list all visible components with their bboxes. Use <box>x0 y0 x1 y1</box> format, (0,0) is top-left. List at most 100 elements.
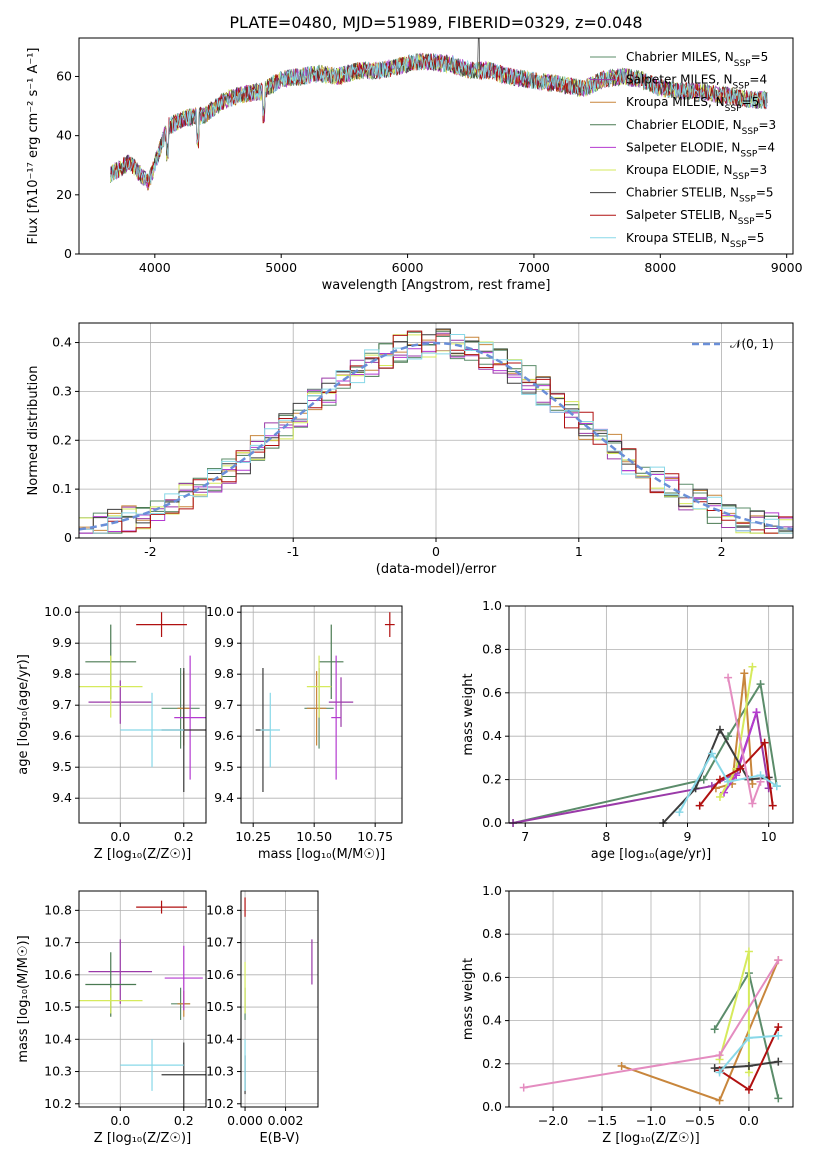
y-tick-label: 10.7 <box>44 935 72 950</box>
legend-subscript: SSP <box>734 59 751 69</box>
y-tick-label: 1.0 <box>482 598 502 613</box>
y-tick-label: 10.6 <box>206 967 234 982</box>
x-tick-label: -1 <box>287 544 299 559</box>
y-tick-label: 9.6 <box>52 728 72 743</box>
x-tick-label: 7000 <box>518 260 550 275</box>
legend-label: Kroupa STELIB, NSSP=5 <box>626 231 764 250</box>
x-tick-label: 7 <box>521 829 529 844</box>
x-tick-label: −2.0 <box>538 1113 568 1128</box>
y-tick-label: 9.4 <box>52 790 72 805</box>
x-tick-label: 0.0 <box>739 1113 759 1128</box>
y-tick-label: 0.4 <box>52 335 72 350</box>
age_vs_Z-panel: 0.0 0.2 9.4 9.5 9.6 9.7 9.8 9.9 10.0 Z [log₁₀(Z/Z… <box>16 604 207 862</box>
y-tick-label: 10.8 <box>44 902 72 917</box>
x-tick-label: 8000 <box>644 260 676 275</box>
y-tick-label: 10.0 <box>206 604 234 619</box>
legend-subscript: SSP <box>738 217 755 227</box>
y-tick-label: 0.8 <box>482 641 502 656</box>
y-tick-label: 0.2 <box>482 772 502 787</box>
y-tick-label: 10.3 <box>44 1064 72 1079</box>
massweight_vs_age-panel: 7 8 9 10 0.0 0.2 0.4 0.6 0.8 1.0 age [log₁₀(age/yr… <box>461 598 794 862</box>
spectrum-panel: 4000 5000 6000 7000 8000 9000 0 20 40 60 wavelengt… <box>26 37 803 293</box>
y-tick-label: 10.5 <box>206 999 234 1014</box>
legend-count: =3 <box>749 163 767 177</box>
legend-subscript: SSP <box>742 127 759 137</box>
legend-count: =5 <box>742 95 760 109</box>
y-tick-label: 0 <box>64 530 72 545</box>
x-tick-label: 10 <box>761 829 777 844</box>
axes-frame <box>508 605 794 824</box>
x-tick-label: 0.000 <box>227 1113 263 1128</box>
x-tick-label: 10.25 <box>235 829 271 844</box>
y-tick-label: 0.6 <box>482 969 502 984</box>
axes-frame <box>78 890 207 1108</box>
legend-label: Chabrier ELODIE, NSSP=3 <box>626 118 776 137</box>
y-axis-label: mass weight <box>461 958 476 1040</box>
x-tick-label: 9 <box>684 829 692 844</box>
x-tick-label: −1.5 <box>587 1113 617 1128</box>
y-tick-label: 0.2 <box>52 432 72 447</box>
x-tick-label: 0.0 <box>110 829 130 844</box>
y-tick-label: 0.4 <box>482 728 502 743</box>
y-tick-label: 0.6 <box>482 685 502 700</box>
mass_vs_Z-panel: 0.0 0.2 10.2 10.3 10.4 10.5 10.6 10.7 10.8 Z [log… <box>16 890 207 1146</box>
legend-count: =4 <box>757 140 775 154</box>
axes-frame <box>78 37 794 255</box>
axes-frame <box>508 890 794 1108</box>
y-tick-label: 0 <box>64 246 72 261</box>
y-tick-label: 0.1 <box>52 481 72 496</box>
x-axis-label: age [log₁₀(age/yr)] <box>591 847 712 862</box>
x-tick-label: 9000 <box>771 260 803 275</box>
legend-label: Salpeter ELODIE, NSSP=4 <box>626 140 775 159</box>
x-tick-label: −1.0 <box>636 1113 666 1128</box>
x-tick-label: 2 <box>718 544 726 559</box>
legend-count: =5 <box>755 208 773 222</box>
x-tick-label: 0.2 <box>174 1113 194 1128</box>
spectrum-line <box>110 53 768 187</box>
y-tick-label: 0.4 <box>482 1013 502 1028</box>
y-tick-label: 9.9 <box>214 635 234 650</box>
x-axis-label: mass [log₁₀(M/M☉)] <box>258 847 385 862</box>
legend-subscript: SSP <box>739 195 756 205</box>
massweight_vs_Z-panel: −2.0 −1.5 −1.0 −0.5 0.0 0.0 0.2 0.4 0.6 0.8 1.0 Z [… <box>461 883 794 1146</box>
axes-frame <box>240 605 403 824</box>
y-tick-label: 10.6 <box>44 967 72 982</box>
x-tick-label: 0.2 <box>174 829 194 844</box>
legend-count: =4 <box>749 73 767 87</box>
x-tick-label: 6000 <box>392 260 424 275</box>
x-axis-label: (data-model)/error <box>376 562 497 577</box>
y-tick-label: 10.2 <box>206 1096 234 1111</box>
y-axis-label: Flux [fλ10⁻¹⁷ erg cm⁻² s⁻¹ A⁻¹] <box>26 48 41 245</box>
y-tick-label: 9.5 <box>52 759 72 774</box>
y-tick-label: 10.2 <box>44 1096 72 1111</box>
y-tick-label: 0.2 <box>482 1056 502 1071</box>
legend-label: Kroupa ELODIE, NSSP=3 <box>626 163 767 182</box>
legend-label: 𝒩(0, 1) <box>730 337 774 351</box>
y-tick-label: 10.5 <box>44 999 72 1014</box>
x-tick-label: 0.0 <box>110 1113 130 1128</box>
legend-subscript: SSP <box>733 172 750 182</box>
y-tick-label: 60 <box>56 68 72 83</box>
y-tick-label: 10.4 <box>44 1031 72 1046</box>
x-tick-label: 1 <box>575 544 583 559</box>
legend-subscript: SSP <box>730 240 747 250</box>
y-tick-label: 0.0 <box>482 1099 502 1114</box>
figure-title: PLATE=0480, MJD=51989, FIBERID=0329, z=0… <box>229 13 642 32</box>
histogram-step <box>79 334 793 538</box>
y-tick-label: 10.4 <box>206 1031 234 1046</box>
y-tick-label: 40 <box>56 128 72 143</box>
x-axis-label: Z [log₁₀(Z/Z☉)] <box>602 1131 699 1146</box>
age_vs_mass-panel: 10.25 10.50 10.75 9.4 9.5 9.6 9.7 9.8 9.9 10.0 mas… <box>206 604 403 862</box>
y-tick-label: 9.6 <box>214 728 234 743</box>
normal-curve <box>79 341 793 531</box>
legend-count: =5 <box>747 231 765 245</box>
legend-subscript: SSP <box>740 149 757 159</box>
axes-frame <box>78 605 207 824</box>
mass_vs_ebv-panel: 0.000 0.002 10.2 10.3 10.4 10.5 10.6 10.7 10.8 E(… <box>206 890 319 1146</box>
y-tick-label: 9.7 <box>214 697 234 712</box>
x-tick-label: 10.75 <box>357 829 393 844</box>
y-tick-label: 10.0 <box>44 604 72 619</box>
y-tick-label: 9.8 <box>214 666 234 681</box>
x-tick-label: 4000 <box>139 260 171 275</box>
x-tick-label: 0 <box>432 544 440 559</box>
